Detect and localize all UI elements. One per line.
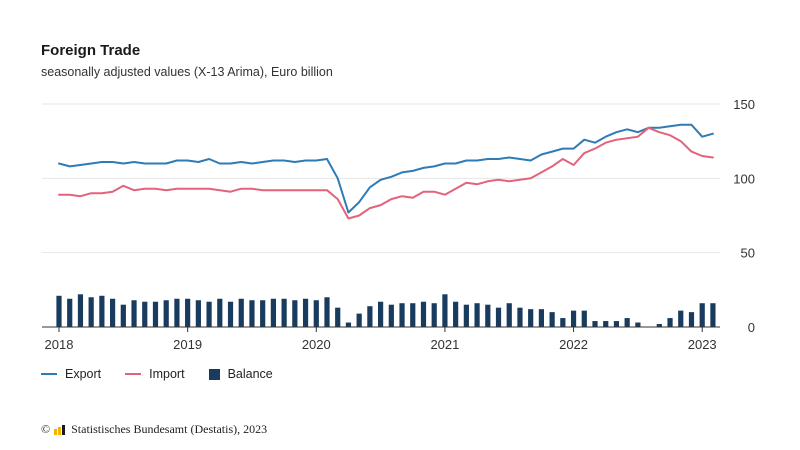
- balance-bar: [313, 300, 319, 327]
- legend-item-balance: Balance: [208, 367, 273, 381]
- balance-bar: [517, 307, 523, 327]
- logo-bar: [58, 426, 62, 435]
- balance-bar: [206, 301, 212, 327]
- balance-bar: [710, 303, 716, 327]
- x-tick-label-2021: 2021: [430, 337, 459, 352]
- balance-bar: [174, 298, 180, 327]
- source-text: Statistisches Bundesamt (Destatis), 2023: [71, 422, 268, 436]
- balance-bar: [335, 307, 341, 327]
- y-axis-labels: 0 50 100 150: [733, 97, 755, 335]
- y-tick-label-100: 100: [733, 171, 755, 186]
- x-tick-label-2022: 2022: [559, 337, 588, 352]
- balance-bar: [142, 301, 148, 327]
- y-tick-label-150: 150: [733, 97, 755, 112]
- balance-bar: [185, 298, 191, 327]
- grid-lines: [42, 103, 720, 254]
- source-note: © Statistisches Bundesamt (Destatis), 20…: [41, 422, 267, 437]
- export-line: [58, 123, 714, 214]
- balance-bar: [120, 304, 126, 327]
- balance-bar: [56, 295, 62, 327]
- balance-bar: [217, 298, 223, 327]
- destatis-logo-icon: [54, 424, 66, 435]
- balance-bar: [378, 301, 384, 327]
- x-axis: 2018 2019 2020 2021 2022 2023: [42, 326, 720, 352]
- balance-bar: [99, 295, 105, 327]
- balance-bar: [281, 298, 287, 327]
- balance-bar: [431, 303, 437, 327]
- export-swatch: [41, 373, 57, 375]
- logo-bar: [54, 428, 58, 435]
- x-tick-label-2023: 2023: [688, 337, 717, 352]
- balance-bar: [624, 318, 630, 327]
- balance-bar: [324, 297, 330, 327]
- logo-bar: [62, 424, 66, 435]
- balance-bar: [506, 303, 512, 327]
- balance-bar: [399, 303, 405, 327]
- balance-bars: [56, 294, 716, 327]
- balance-bar: [131, 300, 137, 327]
- balance-bar: [474, 303, 480, 327]
- balance-bar: [485, 304, 491, 327]
- legend-item-import: Import: [125, 367, 185, 381]
- x-tick-label-2020: 2020: [302, 337, 331, 352]
- balance-bar: [560, 318, 566, 327]
- balance-bar: [345, 322, 352, 327]
- balance-bar: [699, 303, 705, 327]
- balance-bar: [678, 310, 684, 327]
- balance-bar: [292, 300, 298, 327]
- balance-bar: [367, 306, 373, 327]
- chart-title: Foreign Trade: [41, 42, 141, 59]
- balance-bar: [77, 294, 84, 327]
- balance-bar: [110, 298, 116, 327]
- balance-bar: [688, 312, 695, 327]
- balance-bar: [420, 301, 427, 327]
- balance-bar: [635, 322, 641, 327]
- balance-bar: [249, 300, 255, 327]
- balance-bar: [549, 312, 555, 327]
- balance-bar: [302, 298, 309, 327]
- balance-bar: [238, 298, 244, 327]
- balance-bar: [88, 297, 94, 327]
- balance-bar: [152, 301, 159, 327]
- balance-bar: [195, 300, 201, 327]
- copyright-symbol: ©: [41, 422, 51, 436]
- legend-import-label: Import: [149, 367, 185, 381]
- balance-bar: [570, 310, 577, 327]
- balance-bar: [656, 324, 662, 327]
- balance-swatch: [208, 368, 220, 380]
- balance-bar: [442, 294, 448, 327]
- x-tick-label-2019: 2019: [173, 337, 202, 352]
- balance-bar: [356, 313, 362, 327]
- legend: Export Import Balance: [41, 367, 297, 381]
- balance-bar: [67, 298, 73, 327]
- balance-bar: [410, 303, 416, 327]
- balance-bar: [453, 301, 459, 327]
- balance-bar: [667, 318, 673, 327]
- balance-bar: [538, 309, 544, 327]
- balance-bar: [270, 298, 276, 327]
- chart-subtitle: seasonally adjusted values (X-13 Arima),…: [41, 65, 333, 79]
- trade-lines: [58, 123, 714, 220]
- balance-bar: [388, 304, 394, 327]
- legend-item-export: Export: [41, 367, 101, 381]
- balance-bar: [163, 300, 169, 327]
- legend-balance-label: Balance: [227, 367, 273, 381]
- balance-bar: [495, 307, 502, 327]
- balance-bar: [260, 300, 266, 327]
- balance-bar: [613, 321, 620, 327]
- balance-bar: [592, 321, 598, 327]
- x-tick-label-2018: 2018: [45, 337, 74, 352]
- legend-export-label: Export: [65, 367, 102, 381]
- trade-chart: 2018 2019 2020 2021 2022 2023 0 50 100 150: [42, 97, 755, 352]
- balance-bar: [528, 309, 534, 327]
- import-line: [58, 126, 714, 220]
- import-swatch: [125, 373, 142, 375]
- balance-bar: [581, 310, 587, 327]
- balance-bar: [463, 304, 469, 327]
- balance-bar: [227, 301, 234, 327]
- y-tick-label-50: 50: [741, 246, 755, 261]
- y-tick-label-0: 0: [748, 320, 755, 335]
- balance-bar: [603, 321, 609, 327]
